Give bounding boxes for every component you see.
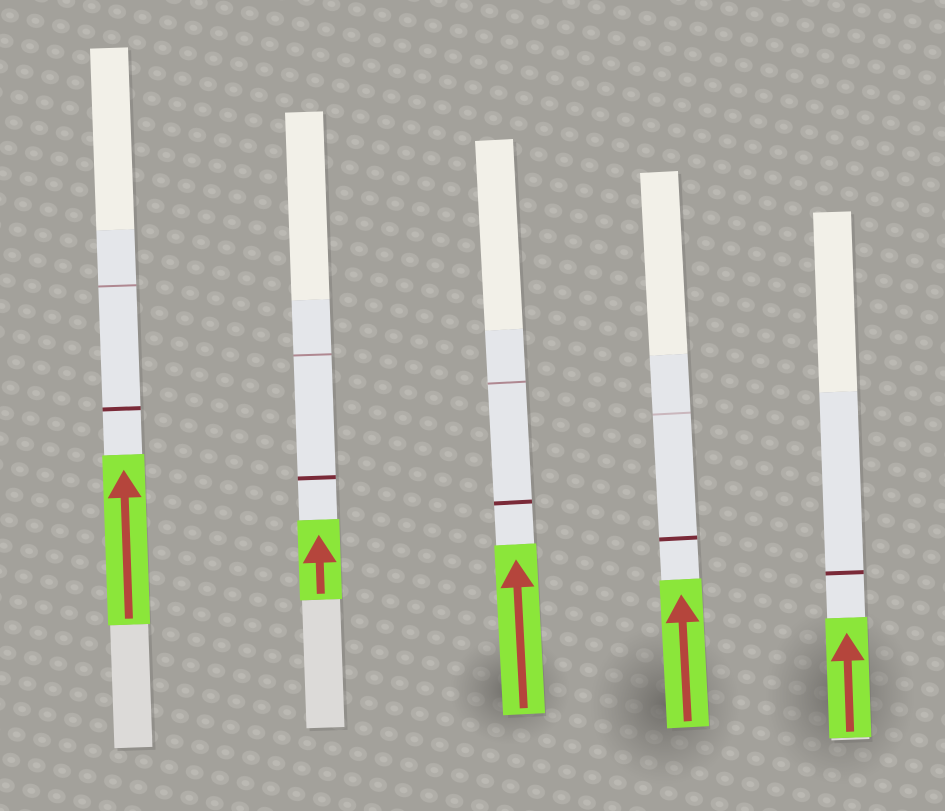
dip-arrow-shaft (843, 652, 855, 732)
strip-result-window (96, 229, 143, 456)
test-strip (90, 47, 156, 752)
strip-handle (640, 171, 688, 356)
control-line (825, 570, 864, 576)
strip-handle (813, 211, 858, 393)
strip-handle (285, 111, 330, 301)
dip-arrow-shaft (120, 489, 133, 619)
strip-absorbent-pad (302, 599, 345, 729)
test-line (98, 284, 137, 288)
strip-result-window (649, 353, 700, 581)
dip-arrow-shaft (315, 554, 325, 594)
dip-arrow-shaft (513, 579, 528, 709)
strip-handle (475, 139, 523, 331)
strip-absorbent-pad (831, 737, 870, 741)
control-line (493, 499, 533, 506)
test-strip (640, 171, 711, 732)
dip-arrow-shaft (678, 614, 692, 722)
control-line (659, 535, 698, 542)
strip-absorbent-pad (110, 623, 153, 749)
control-line (297, 475, 336, 481)
strip-result-window (291, 299, 338, 521)
test-strip (285, 111, 348, 732)
dip-arrow-head (830, 632, 865, 662)
test-strip (475, 139, 547, 719)
control-line (102, 406, 141, 412)
dip-arrow-head (107, 469, 142, 499)
test-line (293, 353, 332, 357)
dip-arrow-head (665, 594, 700, 624)
dip-arrow-head (500, 559, 535, 589)
dip-arrow-head (302, 534, 337, 564)
strip-result-window (819, 391, 866, 619)
test-line (652, 411, 691, 416)
strip-layer (90, 47, 873, 752)
test-strip (813, 211, 873, 744)
test-line (487, 380, 526, 385)
strip-handle (90, 47, 135, 231)
